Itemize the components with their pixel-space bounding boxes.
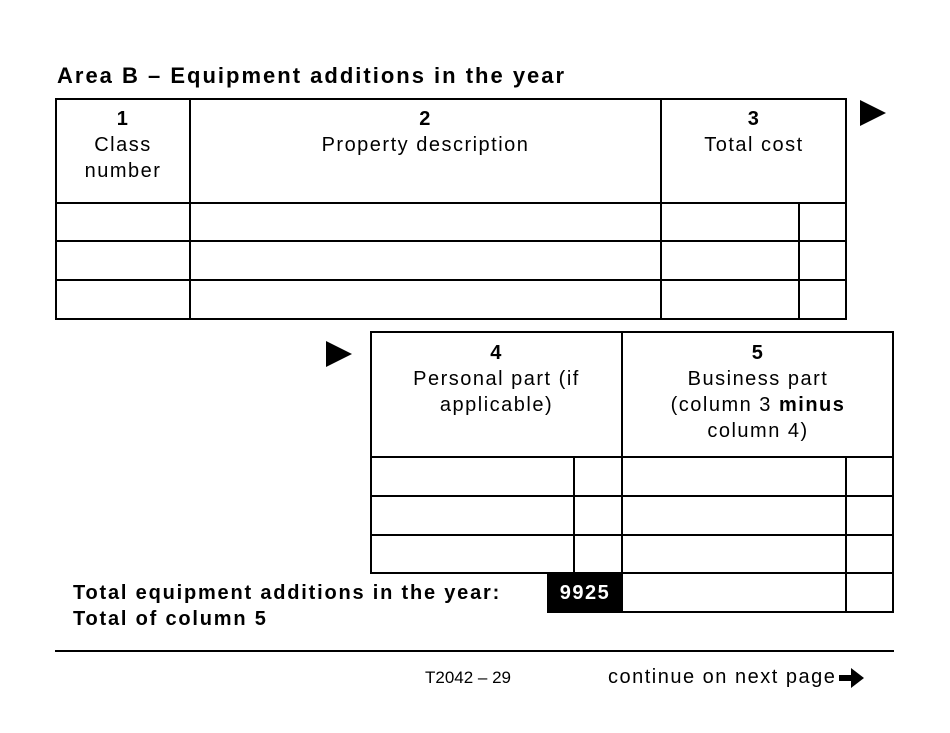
class-number-input-1[interactable] — [57, 204, 189, 240]
property-description-input-1[interactable] — [191, 204, 660, 240]
total-cost-input-2[interactable] — [662, 242, 798, 279]
continue-next-page: continue on next page — [608, 666, 865, 689]
personal-part-input-1[interactable] — [372, 458, 573, 495]
class-number-input-2[interactable] — [57, 242, 189, 279]
column-header-business-part: 5 Business part (column 3 minus column 4… — [670, 342, 846, 442]
business-part-input-2[interactable] — [623, 497, 845, 534]
line-code-9925: 9925 — [547, 573, 623, 613]
total-field-box — [621, 572, 894, 613]
property-description-input-2[interactable] — [191, 242, 660, 279]
column-header-property-description: 2 Property description — [321, 108, 530, 156]
column-header-total-cost: 3 Total cost — [704, 108, 804, 156]
total-cost-input-3[interactable] — [662, 281, 798, 318]
total-cost-input-1[interactable] — [662, 204, 798, 240]
total-label: Total equipment additions in the year: T… — [73, 582, 502, 630]
equipment-table-1 — [55, 98, 847, 320]
arrow-right-icon — [839, 667, 865, 688]
personal-part-input-2[interactable] — [372, 497, 573, 534]
arrow-right-icon — [326, 341, 352, 367]
form-page-number: T2042 – 29 — [425, 668, 512, 687]
business-part-input-1[interactable] — [623, 458, 845, 495]
personal-part-input-3[interactable] — [372, 536, 573, 573]
section-title: Area B – Equipment additions in the year — [57, 63, 567, 88]
arrow-right-icon — [860, 100, 886, 126]
column-header-personal-part: 4 Personal part (if applicable) — [413, 342, 580, 416]
footer-divider — [55, 650, 894, 652]
property-description-input-3[interactable] — [191, 281, 660, 318]
class-number-input-3[interactable] — [57, 281, 189, 318]
total-equipment-additions-input[interactable] — [623, 574, 845, 611]
business-part-input-3[interactable] — [623, 536, 845, 573]
column-header-class-number: 1 Class number — [84, 108, 162, 182]
